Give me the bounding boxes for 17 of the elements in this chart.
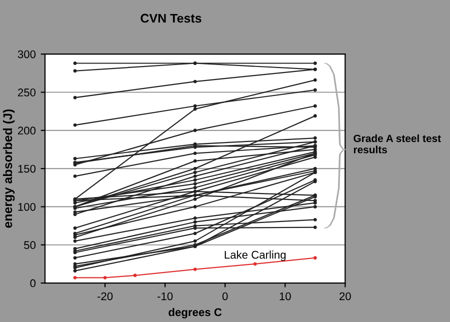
y-tick-label: 0 (30, 279, 36, 288)
y-tick-label: 50 (24, 241, 36, 250)
y-tick-label: 150 (18, 164, 36, 173)
x-tick-label: 10 (280, 292, 291, 300)
y-tick-label: 200 (18, 126, 36, 135)
y-tick-label: 100 (18, 202, 36, 211)
y-tick-label: 300 (18, 50, 36, 58)
x-axis-title: degrees C (168, 308, 222, 318)
x-tick-label: 20 (340, 292, 351, 300)
x-tick-label: 0 (222, 292, 228, 300)
x-tick-label: -10 (158, 292, 173, 300)
x-tick-label: -20 (97, 292, 113, 300)
y-tick-label: 250 (18, 88, 36, 96)
chart-title: CVN Tests (140, 14, 202, 23)
text: Grade A steel test results (354, 134, 441, 154)
y-axis-title: energy absorbed (J) (2, 109, 15, 228)
series-label: Lake Carling (224, 250, 286, 261)
